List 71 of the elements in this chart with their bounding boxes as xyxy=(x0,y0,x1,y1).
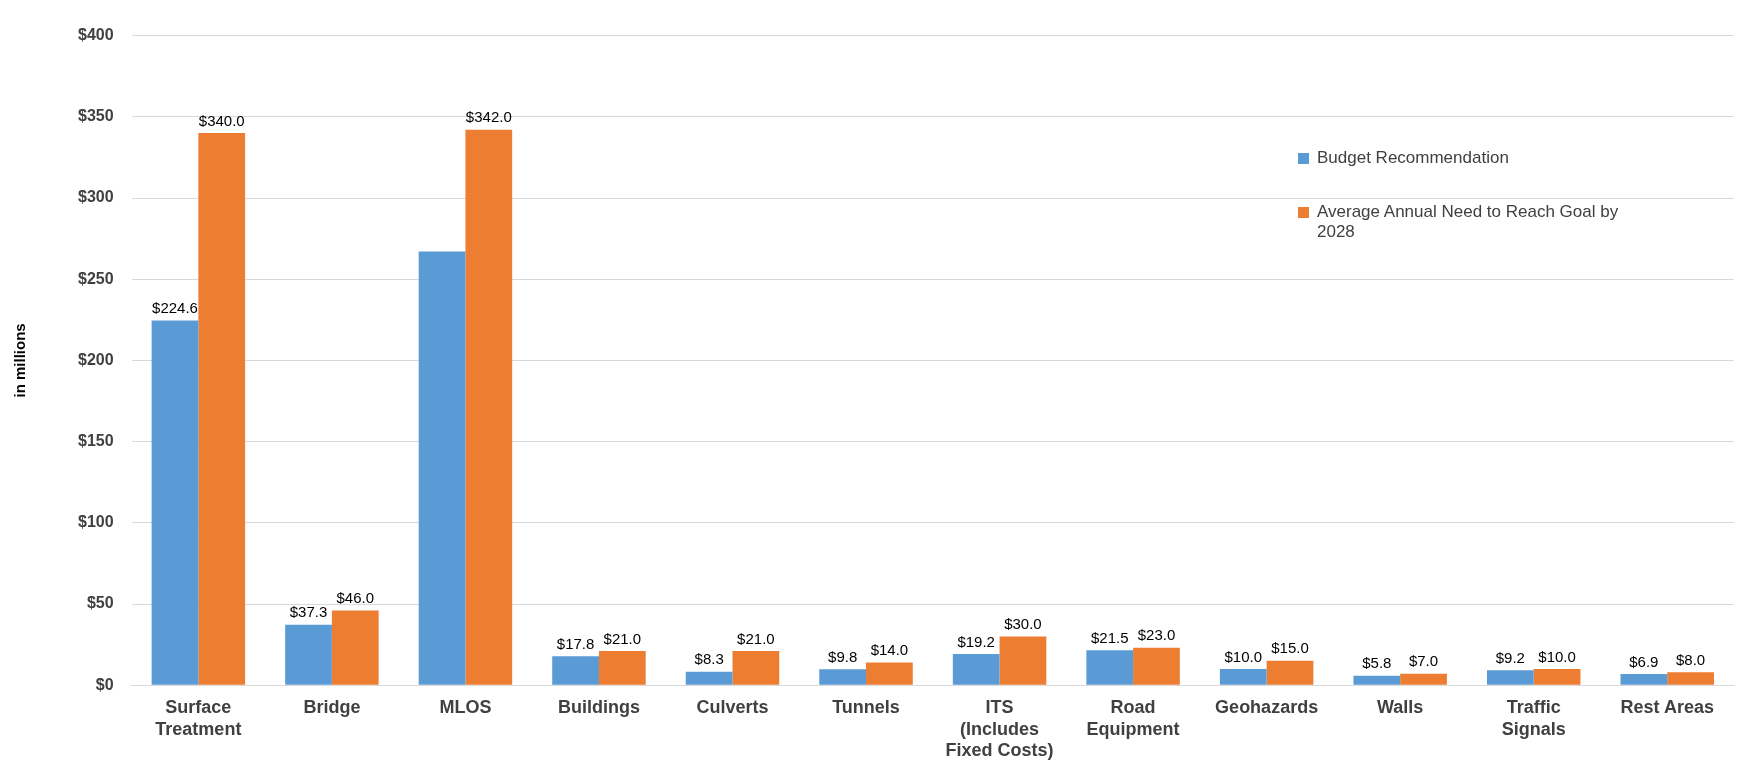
data-label: $37.3 xyxy=(289,603,328,621)
bar xyxy=(1533,668,1581,685)
y-tick-label: $50 xyxy=(86,594,114,612)
bar xyxy=(1667,672,1714,685)
bar xyxy=(198,133,246,685)
bar xyxy=(999,636,1047,685)
data-label: $15.0 xyxy=(1271,639,1309,657)
bar xyxy=(285,624,332,685)
x-tick-label: Geohazards xyxy=(1215,696,1319,717)
bar xyxy=(331,610,379,685)
bar xyxy=(1219,668,1267,685)
data-label: $30.0 xyxy=(1004,615,1042,633)
y-tick-label: $0 xyxy=(95,675,114,693)
bar xyxy=(1353,675,1401,685)
data-label: $21.5 xyxy=(1090,628,1129,646)
x-tick-label: Culverts xyxy=(696,696,769,717)
data-label: $21.0 xyxy=(737,629,775,647)
y-tick-label: $150 xyxy=(78,432,114,450)
bar xyxy=(598,651,646,685)
data-label: $342.0 xyxy=(465,108,512,126)
x-tick-label: Rest Areas xyxy=(1620,696,1714,717)
data-label: $224.6 xyxy=(152,299,198,317)
data-label: $23.0 xyxy=(1137,626,1176,644)
x-tick-label: Bridge xyxy=(303,696,361,717)
x-tick-label: Traffic Signals xyxy=(1501,696,1566,739)
data-label: $340.0 xyxy=(198,111,245,129)
y-tick-label: $100 xyxy=(78,513,114,531)
data-label: $10.0 xyxy=(1224,647,1263,665)
x-tick-label: Walls xyxy=(1376,696,1424,717)
bar xyxy=(819,669,867,685)
data-label: $9.2 xyxy=(1495,648,1525,666)
data-label: $7.0 xyxy=(1408,652,1439,670)
data-label: $8.0 xyxy=(1676,650,1706,668)
data-label: $9.8 xyxy=(828,647,858,665)
bar xyxy=(465,129,513,685)
bar xyxy=(1086,650,1134,685)
x-tick-label: MLOS xyxy=(439,696,492,717)
bar xyxy=(1133,647,1180,685)
data-label: $5.8 xyxy=(1362,654,1392,672)
bar xyxy=(418,251,466,685)
data-label: $21.0 xyxy=(603,629,642,647)
bar xyxy=(552,656,599,685)
x-tick-label: ITS (Includes Fixed Costs) xyxy=(945,696,1054,761)
x-tick-label: Road Equipment xyxy=(1086,696,1180,739)
y-tick-label: $400 xyxy=(78,26,114,44)
data-label: $19.2 xyxy=(957,632,995,650)
data-label: $46.0 xyxy=(336,589,375,607)
bar xyxy=(685,671,733,685)
x-tick-label: Tunnels xyxy=(832,696,900,717)
x-tick-label: Buildings xyxy=(557,696,640,717)
bar xyxy=(732,651,780,685)
data-label: $6.9 xyxy=(1629,652,1659,670)
y-tick-label: $200 xyxy=(78,350,114,368)
legend-label: Average Annual Need to Reach Goal by 2028 xyxy=(1317,202,1620,242)
y-axis-title: in millions xyxy=(11,323,29,398)
y-tick-label: $350 xyxy=(78,107,114,125)
bar xyxy=(1266,660,1314,685)
legend-label: Budget Recommendation xyxy=(1317,148,1509,168)
bar xyxy=(151,320,199,685)
data-label: $8.3 xyxy=(694,650,724,668)
bar xyxy=(1400,673,1447,685)
y-tick-label: $300 xyxy=(78,188,114,206)
data-label: $17.8 xyxy=(556,634,595,652)
bar xyxy=(1620,673,1668,685)
x-tick-label: Surface Treatment xyxy=(155,696,242,739)
bar xyxy=(952,654,1000,685)
bar xyxy=(866,662,913,685)
y-tick-label: $250 xyxy=(78,269,114,287)
data-label: $10.0 xyxy=(1538,647,1576,665)
data-label: $14.0 xyxy=(870,641,909,659)
bar xyxy=(1486,670,1534,685)
